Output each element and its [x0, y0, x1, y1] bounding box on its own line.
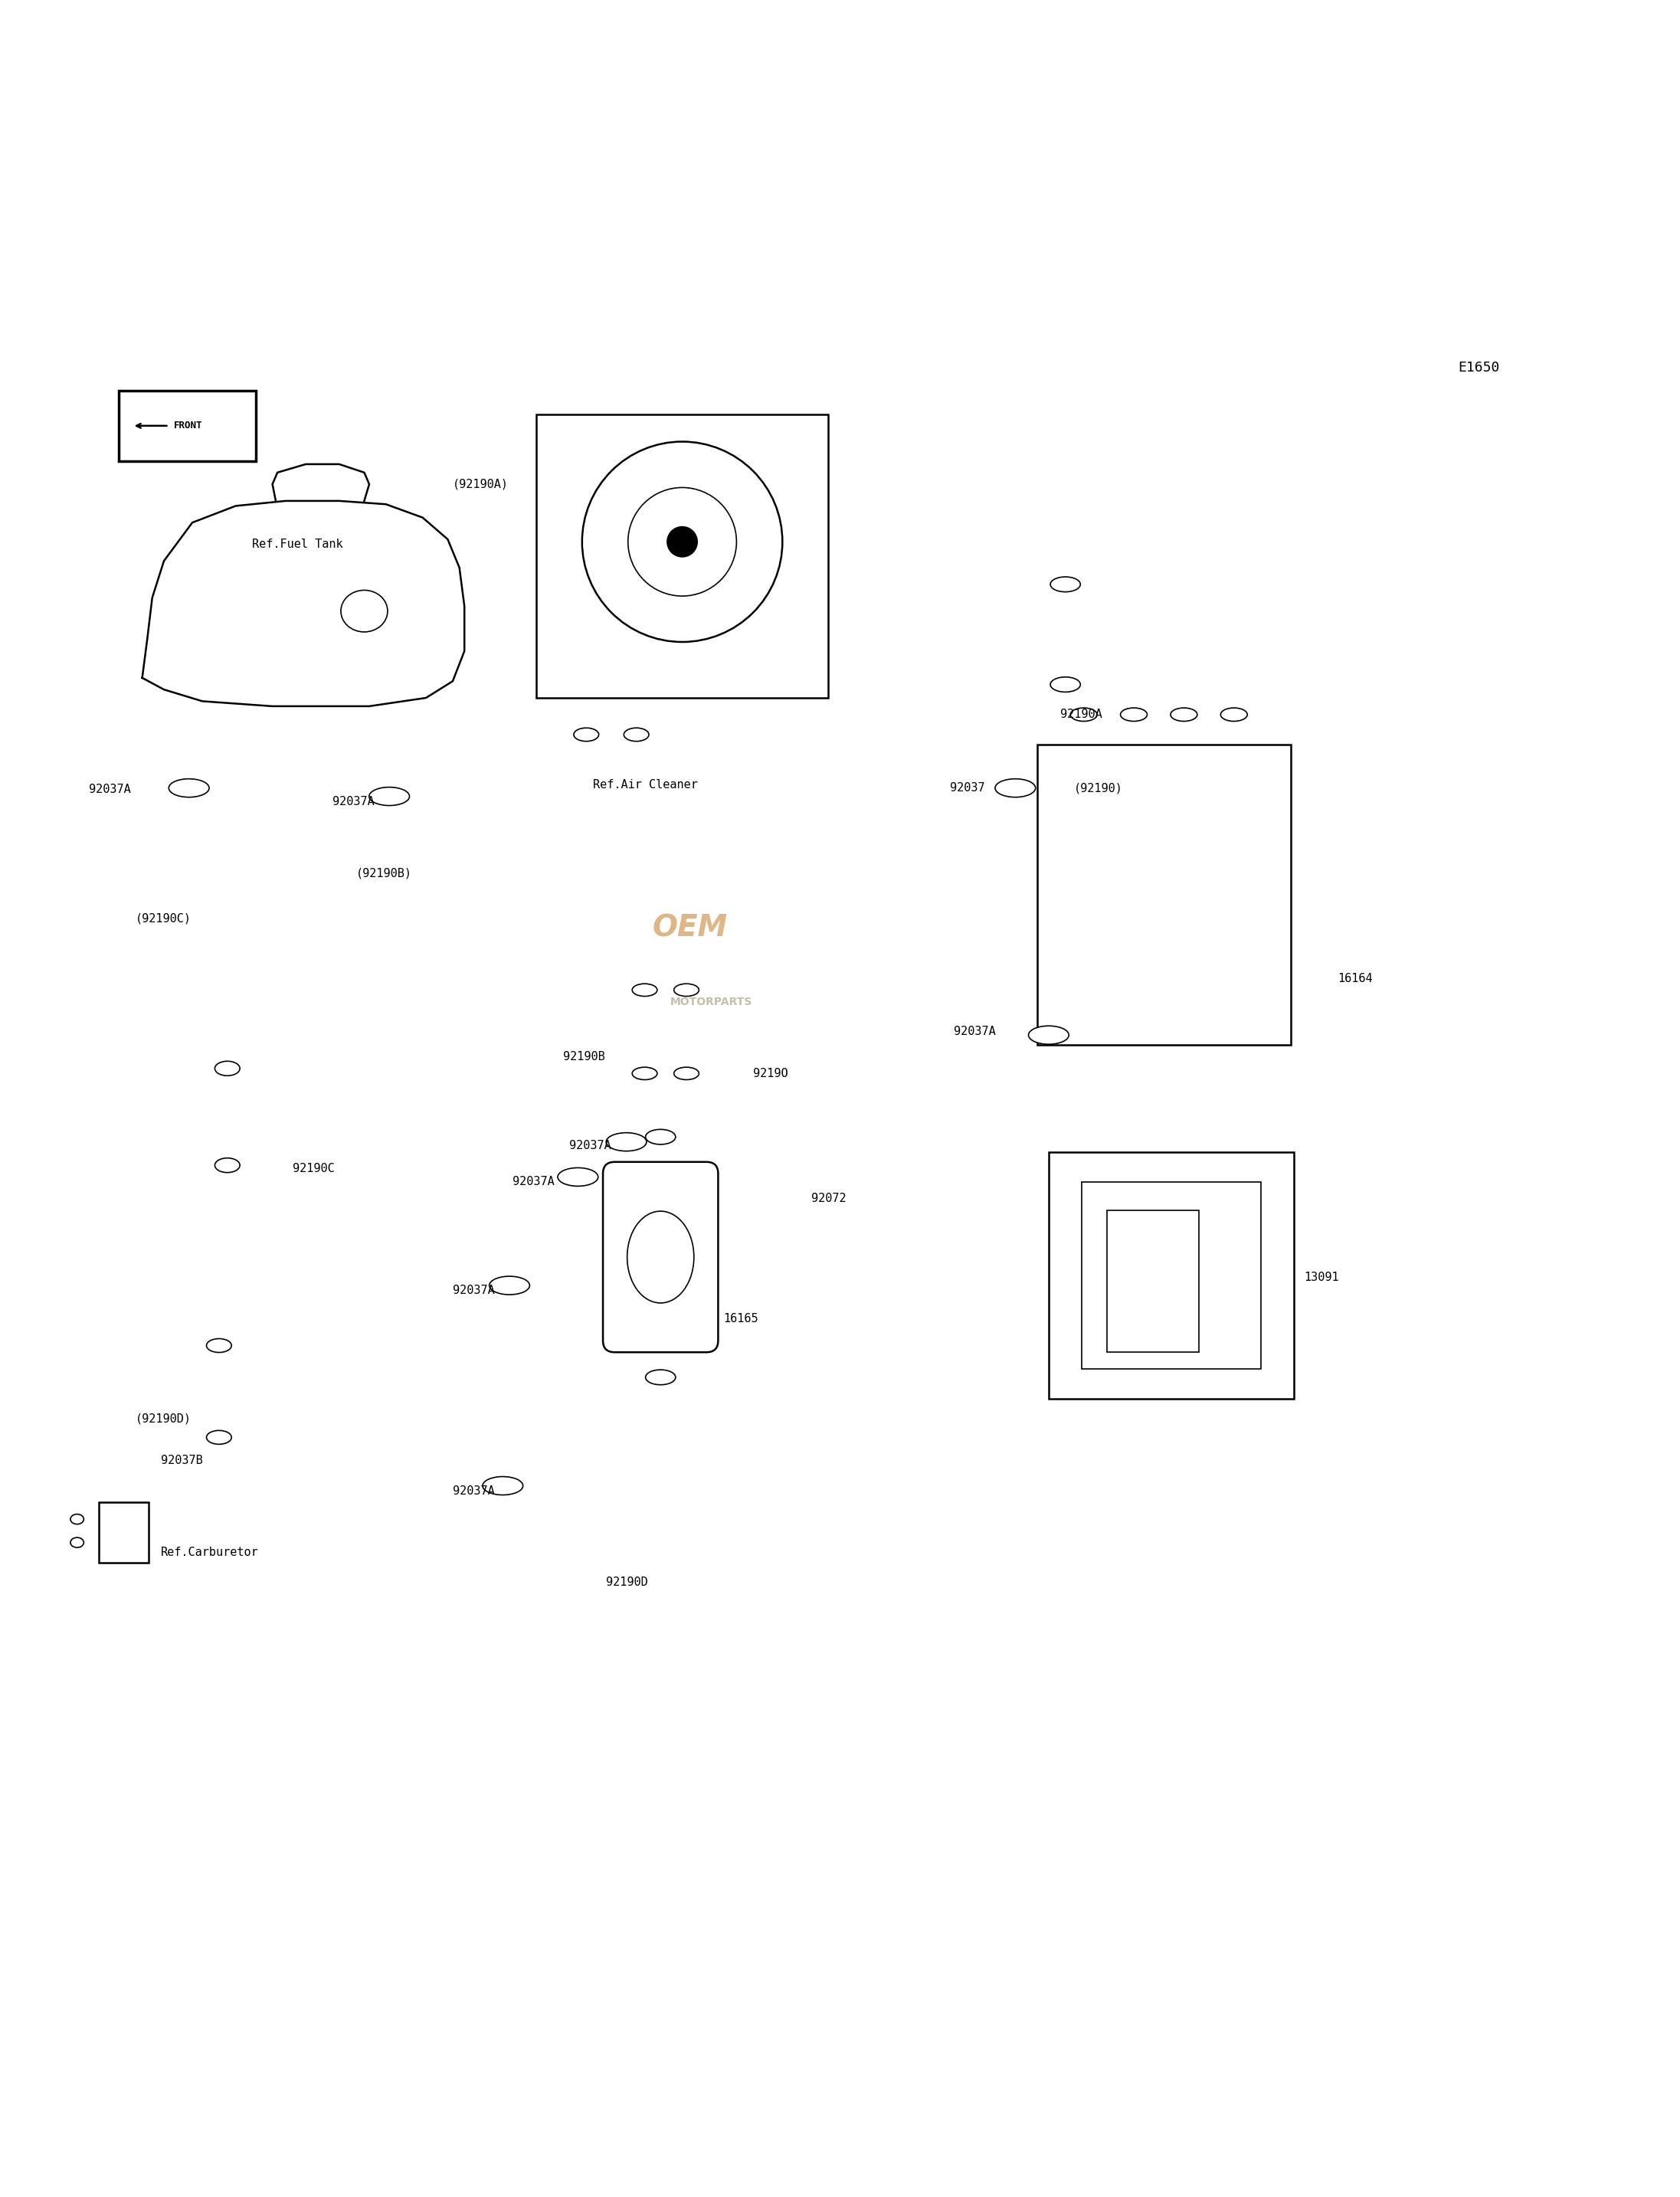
Ellipse shape — [558, 1169, 598, 1186]
Text: 92037A: 92037A — [570, 1140, 612, 1151]
Text: E1650: E1650 — [1458, 360, 1499, 373]
Ellipse shape — [1121, 707, 1147, 721]
Text: Ref.Carburetor: Ref.Carburetor — [161, 1547, 259, 1558]
Text: 92072: 92072 — [811, 1193, 847, 1204]
Text: Ref.Air Cleaner: Ref.Air Cleaner — [593, 780, 697, 791]
Ellipse shape — [207, 1430, 232, 1443]
Ellipse shape — [995, 778, 1035, 798]
Text: 92037A: 92037A — [954, 1026, 996, 1037]
Ellipse shape — [215, 1158, 240, 1173]
Text: FRONT: FRONT — [175, 422, 203, 431]
Ellipse shape — [207, 1338, 232, 1353]
Text: 92037A: 92037A — [512, 1175, 554, 1189]
Ellipse shape — [215, 1061, 240, 1077]
Text: 92190D: 92190D — [606, 1577, 648, 1588]
Text: (92190): (92190) — [1074, 782, 1122, 793]
FancyBboxPatch shape — [1107, 1211, 1200, 1351]
FancyBboxPatch shape — [1048, 1151, 1294, 1399]
Text: OEM: OEM — [652, 914, 727, 943]
Ellipse shape — [632, 1068, 657, 1079]
Ellipse shape — [632, 984, 657, 995]
Ellipse shape — [71, 1514, 84, 1525]
Ellipse shape — [1028, 1026, 1068, 1044]
Ellipse shape — [623, 727, 648, 740]
Text: 16165: 16165 — [722, 1314, 758, 1325]
FancyBboxPatch shape — [1082, 1182, 1260, 1369]
Text: 92037A: 92037A — [452, 1485, 494, 1496]
Ellipse shape — [645, 1369, 675, 1384]
Text: 92190B: 92190B — [563, 1050, 605, 1063]
Ellipse shape — [1070, 707, 1097, 721]
Polygon shape — [143, 501, 464, 705]
Ellipse shape — [370, 787, 410, 806]
Text: (92190C): (92190C) — [136, 912, 192, 925]
Text: 16164: 16164 — [1337, 973, 1373, 984]
Ellipse shape — [645, 1129, 675, 1145]
Ellipse shape — [1050, 578, 1080, 591]
Ellipse shape — [71, 1538, 84, 1547]
Text: (92190D): (92190D) — [136, 1413, 192, 1424]
FancyBboxPatch shape — [603, 1162, 717, 1351]
Text: (92190A): (92190A) — [452, 479, 509, 490]
Ellipse shape — [168, 778, 208, 798]
Text: 92037A: 92037A — [89, 784, 131, 795]
Ellipse shape — [1221, 707, 1247, 721]
FancyBboxPatch shape — [1037, 745, 1290, 1046]
Circle shape — [551, 802, 845, 1094]
Ellipse shape — [482, 1476, 522, 1494]
Text: (92190B): (92190B) — [356, 868, 412, 879]
Text: MOTORPARTS: MOTORPARTS — [670, 995, 753, 1006]
Text: 92190A: 92190A — [1060, 710, 1102, 721]
Ellipse shape — [575, 727, 598, 740]
Ellipse shape — [1050, 677, 1080, 692]
Text: 92037A: 92037A — [452, 1285, 494, 1296]
Ellipse shape — [667, 527, 697, 556]
FancyBboxPatch shape — [536, 413, 828, 699]
Ellipse shape — [489, 1276, 529, 1294]
Text: 92037: 92037 — [951, 782, 984, 793]
FancyBboxPatch shape — [119, 391, 255, 461]
Text: Ref.Fuel Tank: Ref.Fuel Tank — [252, 538, 343, 549]
FancyBboxPatch shape — [99, 1503, 150, 1562]
Text: 92037A: 92037A — [333, 795, 375, 806]
Text: 92037B: 92037B — [161, 1454, 203, 1465]
Ellipse shape — [674, 984, 699, 995]
Text: 13091: 13091 — [1304, 1272, 1339, 1283]
Ellipse shape — [1171, 707, 1198, 721]
Ellipse shape — [674, 1068, 699, 1079]
FancyBboxPatch shape — [5, 264, 1675, 1933]
Text: 92190C: 92190C — [292, 1162, 334, 1175]
Ellipse shape — [606, 1134, 647, 1151]
Text: 9219O: 9219O — [753, 1068, 788, 1079]
